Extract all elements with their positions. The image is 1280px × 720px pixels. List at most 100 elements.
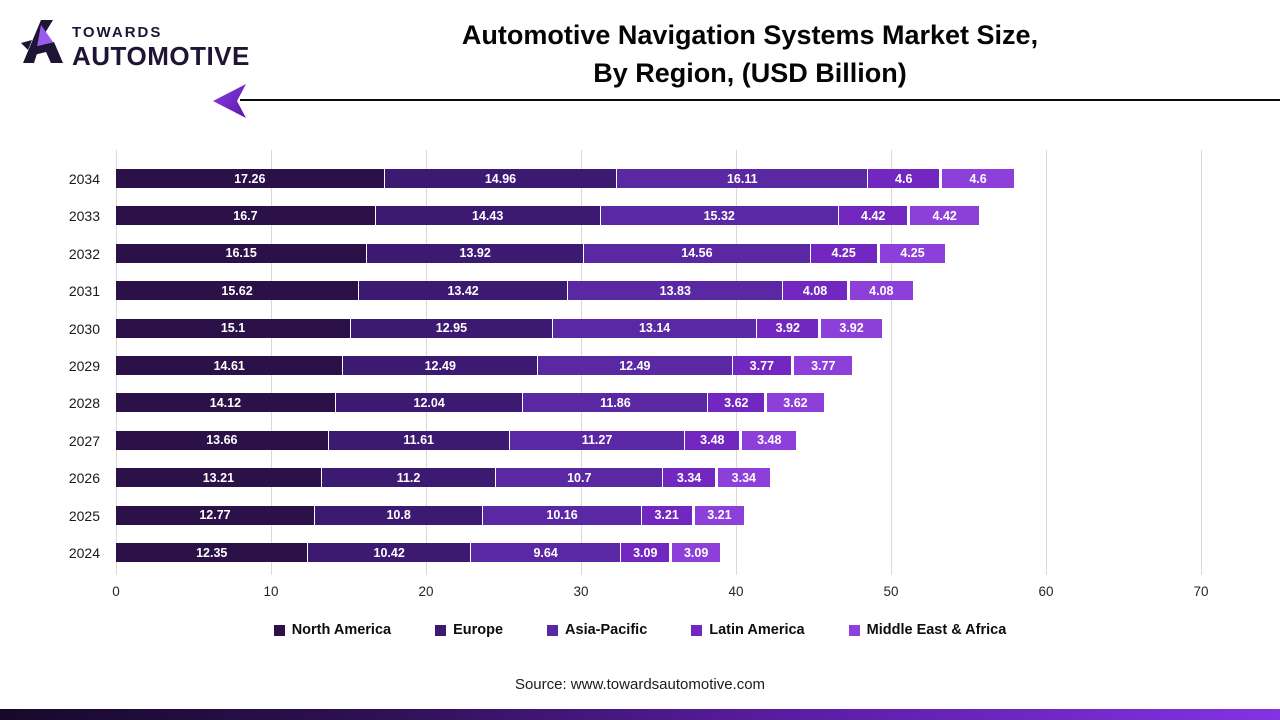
legend-swatch-icon xyxy=(691,624,703,636)
bar-value-label: 4.42 xyxy=(932,208,957,223)
bar-segment: 12.49 xyxy=(343,356,538,375)
legend: North America Europe Asia-Pacific Latin Ame… xyxy=(0,622,1280,638)
bar-value-label: 14.43 xyxy=(472,208,504,223)
y-axis-year-label: 2034 xyxy=(68,171,100,187)
bar-value-label: 13.92 xyxy=(459,246,491,261)
y-axis-year-label: 2025 xyxy=(68,507,100,524)
bar-row-2031: 15.62 13.42 13.83 4.08 4.08 xyxy=(116,281,913,301)
bar-segment: 12.49 xyxy=(538,356,732,375)
source-note: Source: www.towardsautomotive.com xyxy=(514,676,766,693)
bar-segment: 13.42 xyxy=(359,281,568,301)
bar-value-label: 14.56 xyxy=(681,246,713,261)
bar-value-label: 3.48 xyxy=(757,433,782,448)
bar-value-label: 3.92 xyxy=(775,321,800,336)
y-axis-year-label: 2029 xyxy=(68,358,100,374)
bar-value-label: 3.09 xyxy=(683,545,709,560)
legend-item: Europe xyxy=(435,622,503,638)
legend-label: Middle East & Africa xyxy=(866,622,1007,638)
bar-segment: 3.48 xyxy=(742,430,797,450)
bar-value-label: 10.8 xyxy=(386,508,411,523)
y-axis-year-label: 2030 xyxy=(68,320,100,337)
bar-segment: 13.92 xyxy=(367,243,584,263)
bar-segment: 12.95 xyxy=(351,318,552,338)
bar-segment: 3.09 xyxy=(672,543,721,562)
bar-row-2027: 13.66 11.61 11.27 3.48 3.48 xyxy=(116,430,797,450)
bar-segment: 14.96 xyxy=(384,169,617,188)
bar-value-label: 3.77 xyxy=(749,358,775,373)
bar-value-label: 12.49 xyxy=(424,358,456,373)
legend-item: North America xyxy=(273,622,391,638)
bar-row-2030: 15.1 12.95 13.14 3.92 3.92 xyxy=(116,318,882,338)
bar-value-label: 12.77 xyxy=(199,508,231,523)
bar-segment: 4.25 xyxy=(879,243,946,263)
bar-segment: 15.32 xyxy=(600,206,838,226)
bar-value-label: 4.6 xyxy=(895,171,913,186)
bar-value-label: 4.08 xyxy=(802,283,828,298)
bar-value-label: 11.86 xyxy=(600,395,631,410)
x-axis-tick-label: 30 xyxy=(573,584,589,599)
bar-value-label: 12.95 xyxy=(435,321,468,336)
bar-segment: 11.27 xyxy=(509,430,685,450)
x-axis-tick-label: 40 xyxy=(728,584,744,599)
bar-segment: 12.77 xyxy=(116,505,314,525)
y-axis-year-label: 2031 xyxy=(68,283,100,300)
bar-segment: 3.48 xyxy=(685,430,740,450)
bar-segment: 16.11 xyxy=(617,169,868,188)
bar-value-label: 9.64 xyxy=(533,545,558,560)
bar-segment: 4.42 xyxy=(838,206,908,226)
bar-value-label: 12.35 xyxy=(196,545,228,560)
bar-segment: 13.66 xyxy=(116,430,328,450)
logo-a-icon xyxy=(21,20,63,63)
plot-area: 0 10 20 30 40 50 60 70 2034 17.26 14.96 16.11 4.6 4.6… xyxy=(69,150,1209,599)
bar-value-label: 13.42 xyxy=(447,283,479,298)
bar-segment: 10.8 xyxy=(314,505,483,525)
bar-value-label: 16.15 xyxy=(225,246,257,261)
bar-segment: 3.34 xyxy=(663,468,715,488)
legend-swatch-icon xyxy=(273,624,285,636)
y-axis-year-label: 2024 xyxy=(68,545,100,561)
logo-text-automotive: AUTOMOTIVE xyxy=(72,41,250,71)
bar-value-label: 4.42 xyxy=(861,208,886,223)
bar-value-label: 14.12 xyxy=(209,395,242,410)
x-axis-tick-label: 10 xyxy=(263,584,279,599)
bar-segment: 14.56 xyxy=(584,243,810,263)
bar-segment: 4.08 xyxy=(783,281,847,301)
bar-value-label: 12.49 xyxy=(619,358,651,373)
y-axis-year-label: 2033 xyxy=(68,208,100,225)
gridline xyxy=(1046,150,1047,575)
bar-value-label: 11.2 xyxy=(396,470,421,485)
bar-value-label: 3.21 xyxy=(707,508,732,523)
legend-label: Asia-Pacific xyxy=(565,622,648,638)
bar-value-label: 4.25 xyxy=(900,246,925,261)
bar-segment: 13.14 xyxy=(552,318,757,338)
bar-segment: 12.35 xyxy=(116,543,308,562)
legend-item: Asia-Pacific xyxy=(547,622,647,638)
bar-segment: 13.21 xyxy=(116,468,321,488)
bar-segment: 11.61 xyxy=(328,430,509,450)
bar-value-label: 15.62 xyxy=(221,283,253,298)
bar-segment: 11.2 xyxy=(321,468,496,488)
bar-value-label: 3.34 xyxy=(731,470,756,485)
bar-segment: 13.83 xyxy=(568,281,783,301)
x-axis-tick-label: 50 xyxy=(883,584,899,599)
bar-segment: 10.16 xyxy=(483,505,641,525)
bar-row-2032: 16.15 13.92 14.56 4.25 4.25 xyxy=(116,243,946,263)
bar-value-label: 11.27 xyxy=(581,433,613,448)
bar-segment: 14.43 xyxy=(375,206,600,226)
bar-segment: 3.21 xyxy=(641,505,692,525)
bar-value-label: 3.92 xyxy=(839,321,864,336)
bar-segment: 10.42 xyxy=(308,543,470,562)
bar-row-2028: 14.12 12.04 11.86 3.62 3.62 xyxy=(116,393,824,413)
bar-value-label: 4.08 xyxy=(869,283,894,298)
bar-segment: 15.62 xyxy=(116,281,359,301)
bar-value-label: 13.83 xyxy=(659,283,691,298)
bar-value-label: 3.21 xyxy=(654,508,679,523)
bar-value-label: 10.16 xyxy=(546,508,578,523)
bar-value-label: 16.11 xyxy=(726,171,758,186)
bar-segment: 3.21 xyxy=(694,505,745,525)
bar-segment: 3.62 xyxy=(708,393,765,413)
bottom-accent-bar xyxy=(0,709,1280,720)
legend-swatch-icon xyxy=(848,624,860,636)
bar-segment: 9.64 xyxy=(470,543,621,562)
bar-row-2026: 13.21 11.2 10.7 3.34 3.34 xyxy=(116,468,770,488)
